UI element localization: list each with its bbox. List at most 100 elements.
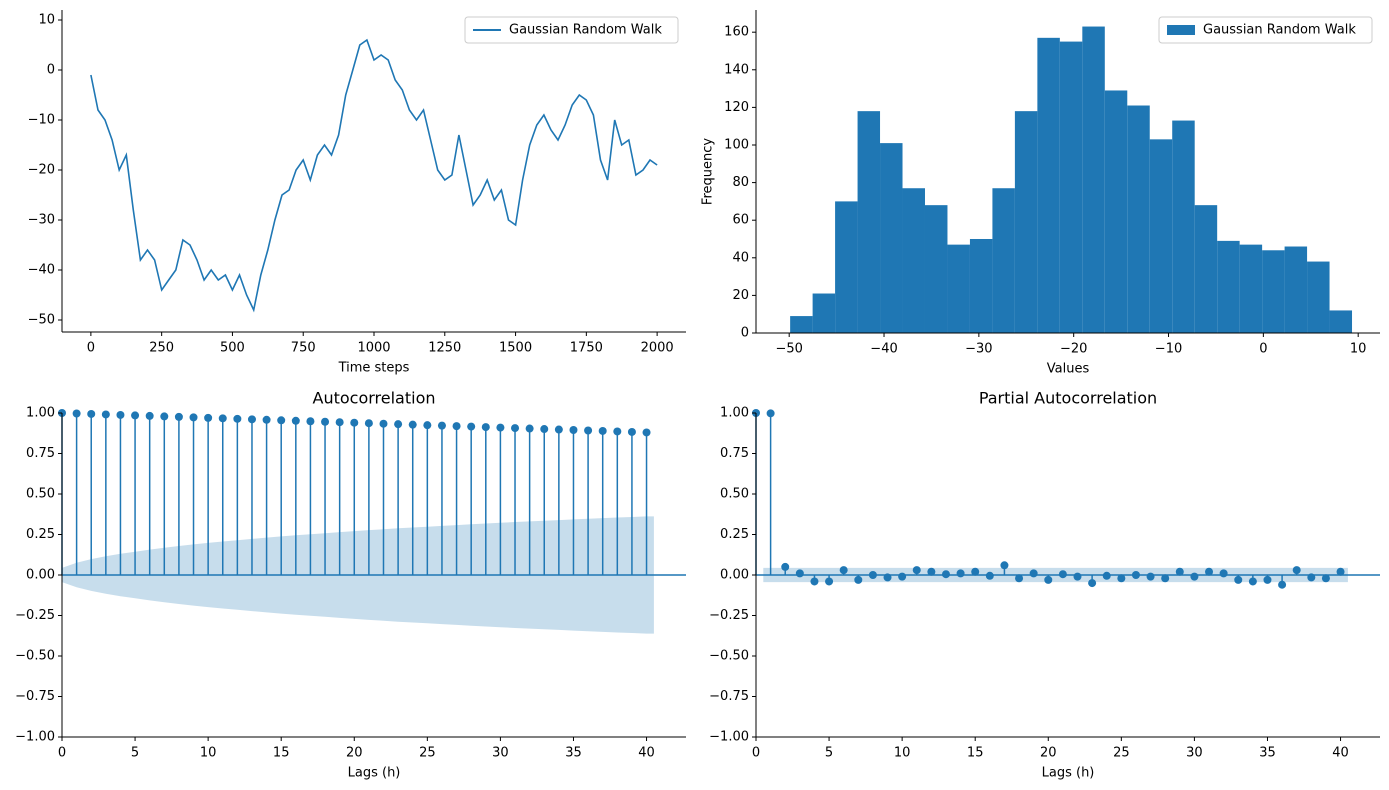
stem-marker [1117, 574, 1126, 583]
y-tick-label: 0.75 [720, 446, 749, 461]
x-tick-label: 40 [1332, 746, 1349, 761]
stem-marker [1336, 567, 1345, 576]
stem-marker [642, 428, 651, 437]
stem-marker [131, 411, 140, 420]
stem-marker [1175, 567, 1184, 576]
x-axis-label: Lags (h) [348, 766, 401, 781]
y-tick-label: −1.00 [15, 730, 55, 745]
stem-marker [1044, 575, 1053, 584]
stem-marker [1234, 575, 1243, 584]
x-tick-label: 5 [825, 746, 833, 761]
stem-marker [868, 571, 877, 579]
stem-marker [956, 569, 965, 578]
y-tick-label: −50 [28, 313, 55, 328]
y-tick-label: −0.25 [15, 608, 55, 623]
x-axis-label: Values [1047, 362, 1090, 377]
x-tick-label: 25 [1113, 746, 1130, 761]
stem-marker [379, 419, 388, 428]
hist-bar [835, 201, 858, 333]
x-tick-label: 0 [58, 746, 66, 761]
y-tick-label: −1.00 [709, 730, 749, 745]
y-tick-label: 0.50 [26, 487, 55, 502]
stem-marker [540, 425, 549, 434]
y-tick-label: 0.00 [720, 568, 749, 583]
stem-marker [116, 410, 125, 419]
stem-marker [511, 424, 520, 433]
chart-title: Autocorrelation [313, 389, 436, 408]
hist-bar [947, 244, 970, 333]
stem-marker [262, 415, 271, 424]
stem-marker [1146, 572, 1155, 581]
x-tick-label: 0 [752, 746, 760, 761]
y-tick-label: −0.50 [709, 649, 749, 664]
stem-marker [452, 422, 461, 431]
x-tick-label: 20 [346, 746, 363, 761]
stem-marker [335, 418, 344, 427]
stem-marker [364, 419, 373, 428]
hist-bar [1194, 205, 1218, 333]
stem-marker [569, 426, 578, 435]
x-tick-label: 10 [1350, 342, 1367, 357]
stem-marker [1321, 574, 1330, 583]
stem-marker [1205, 567, 1214, 576]
stem-marker [496, 423, 505, 432]
legend-label: Gaussian Random Walk [1203, 23, 1356, 38]
stem-marker [277, 416, 286, 425]
stem-marker [1307, 573, 1316, 582]
stem-marker [985, 571, 994, 580]
y-tick-label: 120 [724, 100, 749, 115]
y-tick-label: 0.25 [720, 527, 749, 542]
stem-marker [1058, 570, 1067, 579]
stem-marker [437, 421, 446, 430]
stem-marker [467, 422, 476, 431]
stem-marker [204, 413, 213, 422]
x-tick-label: 250 [149, 341, 174, 356]
y-tick-label: 80 [732, 175, 749, 190]
y-tick-label: −0.75 [15, 689, 55, 704]
hist-bar [1014, 111, 1038, 333]
hist-bar [924, 205, 948, 333]
hist-bar [992, 188, 1015, 333]
y-tick-label: −30 [28, 213, 55, 228]
x-tick-label: 20 [1040, 746, 1057, 761]
stem-marker [87, 409, 96, 418]
y-tick-label: 0.00 [26, 568, 55, 583]
x-tick-label: 1250 [428, 341, 461, 356]
y-tick-label: 1.00 [26, 406, 55, 421]
y-axis-label: Frequency [701, 138, 716, 205]
x-tick-label: 1500 [499, 341, 532, 356]
stem-marker [321, 417, 330, 426]
y-tick-label: 160 [724, 25, 749, 40]
hist-bar [1149, 139, 1173, 333]
y-tick-label: −0.50 [15, 649, 55, 664]
hist-bar [1172, 120, 1195, 334]
stem-marker [971, 567, 980, 576]
stem-marker [218, 414, 227, 423]
y-tick-label: −40 [28, 263, 55, 278]
y-tick-label: 0 [47, 63, 55, 78]
hist-bar [857, 111, 881, 333]
hist-bar [1059, 41, 1083, 333]
stem-marker [1161, 574, 1170, 583]
y-tick-label: −0.75 [709, 689, 749, 704]
stem-marker [1131, 571, 1140, 579]
hist-bar [1307, 261, 1330, 333]
hist-bar [812, 293, 836, 333]
y-tick-label: 60 [732, 213, 749, 228]
hist-bar [1217, 240, 1240, 333]
x-tick-label: 0 [87, 341, 95, 356]
x-tick-label: 35 [565, 746, 582, 761]
stem-marker [883, 573, 892, 582]
x-tick-label: −30 [965, 342, 992, 357]
hist-bar [1329, 310, 1353, 333]
hist-bar [1284, 246, 1308, 333]
stem-marker [927, 567, 936, 576]
stem-marker [233, 414, 242, 423]
stem-marker [481, 423, 490, 432]
stem-marker [247, 415, 256, 424]
stem-marker [1248, 577, 1257, 586]
x-axis-label: Lags (h) [1042, 766, 1095, 781]
stem-marker [423, 421, 432, 430]
x-tick-label: 2000 [641, 341, 674, 356]
